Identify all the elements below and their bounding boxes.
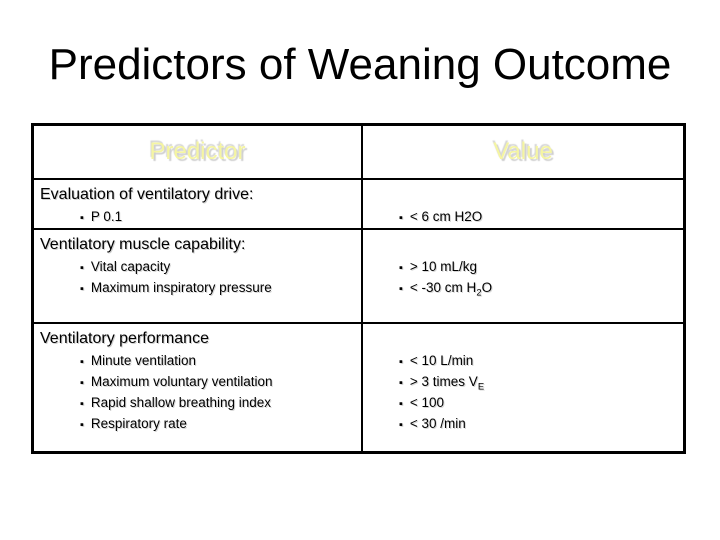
list-item: ▪ Maximum inspiratory pressure bbox=[40, 278, 357, 299]
list-item: ▪ > 3 times VE bbox=[399, 372, 679, 393]
list-item: ▪ < 10 L/min bbox=[399, 351, 679, 372]
list-item: ▪ Vital capacity bbox=[40, 257, 357, 278]
predictor-item-text: Minute ventilation bbox=[90, 353, 196, 368]
bullet-square-icon: ▪ bbox=[399, 356, 403, 368]
bullet-square-icon: ▪ bbox=[80, 283, 84, 295]
slide-title: Predictors of Weaning Outcome bbox=[48, 40, 672, 89]
list-item: ▪ Rapid shallow breathing index bbox=[40, 393, 357, 414]
row-muscle-capability-value-cell: ▪ > 10 mL/kg ▪ < -30 cm H2O bbox=[363, 230, 683, 324]
row-ventilatory-drive-value-cell: ▪ < 6 cm H2O bbox=[363, 180, 683, 230]
list-item: ▪ Minute ventilation bbox=[40, 351, 357, 372]
list-item: ▪ Maximum voluntary ventilation bbox=[40, 372, 357, 393]
value-item-text: < 30 /min bbox=[409, 416, 466, 431]
row-heading: Ventilatory performance bbox=[40, 330, 209, 347]
column-header-predictor: Predictor bbox=[34, 126, 363, 180]
value-item-text: < 6 cm H2O bbox=[409, 209, 483, 224]
row-performance-predictor-cell: Ventilatory performance ▪ Minute ventila… bbox=[34, 324, 363, 451]
row-heading: Ventilatory muscle capability: bbox=[40, 236, 246, 253]
bullet-square-icon: ▪ bbox=[399, 262, 403, 274]
bullet-square-icon: ▪ bbox=[399, 398, 403, 410]
bullet-square-icon: ▪ bbox=[80, 377, 84, 389]
predictor-item-text: Rapid shallow breathing index bbox=[90, 395, 272, 410]
value-item-text: > 10 mL/kg bbox=[409, 259, 478, 274]
list-item: ▪ < 6 cm H2O bbox=[399, 207, 679, 228]
value-item-text: < 10 L/min bbox=[409, 353, 474, 368]
column-header-value-label: Value bbox=[493, 138, 553, 165]
bullet-square-icon: ▪ bbox=[80, 419, 84, 431]
bullet-square-icon: ▪ bbox=[80, 356, 84, 368]
predictor-item-text: P 0.1 bbox=[90, 209, 123, 224]
row-heading: Evaluation of ventilatory drive: bbox=[40, 186, 254, 203]
bullet-square-icon: ▪ bbox=[80, 212, 84, 224]
predictors-table: Predictor Value Evaluation of ventilator… bbox=[31, 123, 686, 454]
column-header-predictor-label: Predictor bbox=[149, 138, 246, 165]
predictor-item-text: Respiratory rate bbox=[90, 416, 187, 431]
predictor-item-text: Maximum inspiratory pressure bbox=[90, 280, 272, 295]
list-item: ▪ < 100 bbox=[399, 393, 679, 414]
predictor-item-text: Vital capacity bbox=[90, 259, 171, 274]
list-item: ▪ < 30 /min bbox=[399, 414, 679, 435]
bullet-square-icon: ▪ bbox=[399, 283, 403, 295]
bullet-square-icon: ▪ bbox=[80, 262, 84, 274]
bullet-square-icon: ▪ bbox=[399, 419, 403, 431]
list-item: ▪ P 0.1 bbox=[40, 207, 357, 228]
list-item: ▪ < -30 cm H2O bbox=[399, 278, 679, 299]
value-item-text: < 100 bbox=[409, 395, 445, 410]
value-item-text: > 3 times VE bbox=[409, 374, 485, 393]
bullet-square-icon: ▪ bbox=[399, 212, 403, 224]
row-muscle-capability-predictor-cell: Ventilatory muscle capability: ▪ Vital c… bbox=[34, 230, 363, 324]
bullet-square-icon: ▪ bbox=[80, 398, 84, 410]
value-item-text: < -30 cm H2O bbox=[409, 280, 493, 299]
bullet-square-icon: ▪ bbox=[399, 377, 403, 389]
list-item: ▪ Respiratory rate bbox=[40, 414, 357, 435]
column-header-value: Value bbox=[363, 126, 683, 180]
list-item: ▪ > 10 mL/kg bbox=[399, 257, 679, 278]
row-performance-value-cell: ▪ < 10 L/min ▪ > 3 times VE ▪ < 100 ▪ < … bbox=[363, 324, 683, 451]
row-ventilatory-drive-predictor-cell: Evaluation of ventilatory drive: ▪ P 0.1 bbox=[34, 180, 363, 230]
predictor-item-text: Maximum voluntary ventilation bbox=[90, 374, 273, 389]
